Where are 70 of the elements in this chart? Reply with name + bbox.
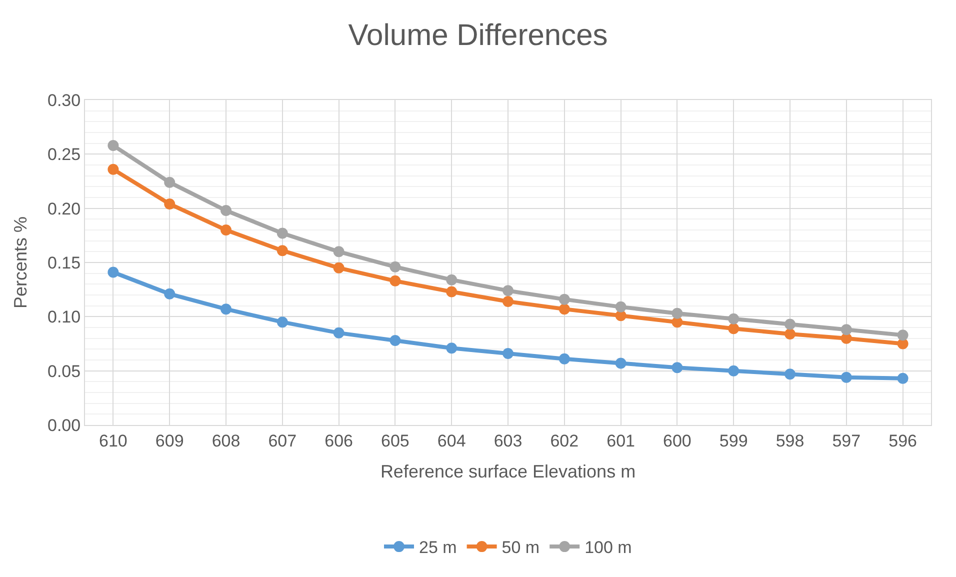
point [390, 335, 401, 346]
point [728, 323, 740, 334]
x-tick-label: 605 [381, 431, 410, 450]
point [164, 198, 176, 210]
y-tick-label: 0.15 [48, 253, 81, 272]
point [108, 266, 119, 278]
chart-title: Volume Differences [348, 19, 608, 52]
x-tick-label: 604 [437, 431, 466, 450]
point [897, 330, 908, 341]
point [333, 327, 344, 338]
x-tick-label: 602 [550, 431, 579, 450]
point [276, 245, 288, 256]
y-tick-label: 0.00 [48, 416, 81, 435]
point [502, 296, 514, 307]
point [333, 246, 344, 258]
point [728, 365, 740, 376]
y-tick-label: 0.30 [48, 90, 81, 110]
point [672, 308, 683, 319]
x-tick-label: 610 [99, 431, 128, 450]
x-tick-label: 597 [832, 431, 861, 450]
x-tick-label: 600 [663, 431, 692, 450]
point [276, 316, 288, 328]
y-tick-label: 0.25 [48, 145, 81, 164]
legend-label: 25 m [419, 538, 457, 558]
legend-label: 100 m [584, 538, 632, 558]
point [502, 285, 514, 296]
point [446, 342, 458, 354]
point [558, 304, 570, 315]
point [390, 275, 401, 286]
point [615, 358, 626, 369]
x-tick-label: 599 [719, 431, 748, 450]
point [220, 205, 232, 216]
x-tick-label: 598 [776, 431, 804, 450]
y-tick-label: 0.20 [48, 199, 81, 218]
point [276, 228, 288, 239]
point [840, 324, 852, 336]
point [108, 140, 119, 151]
x-tick-label: 607 [268, 431, 297, 450]
y-tick-label: 0.05 [48, 362, 81, 381]
point [108, 164, 119, 175]
point [672, 362, 683, 374]
x-tick-label: 596 [888, 431, 917, 450]
y-tick-label: 0.10 [48, 308, 81, 327]
x-tick-label: 603 [494, 431, 522, 450]
point [784, 328, 796, 340]
point [446, 286, 458, 298]
legend-label: 50 m [502, 538, 540, 558]
point [220, 224, 232, 236]
point [333, 262, 344, 274]
point [615, 301, 626, 312]
point [897, 372, 908, 384]
point [502, 348, 514, 359]
point [784, 318, 796, 330]
point [840, 332, 852, 344]
y-axis-title: Percents % [10, 216, 31, 309]
x-tick-label: 606 [324, 431, 353, 450]
x-tick-label: 601 [606, 431, 635, 450]
point [446, 274, 458, 286]
point [220, 304, 232, 315]
point [558, 353, 570, 364]
x-tick-label: 609 [155, 431, 184, 450]
point [784, 368, 796, 380]
point [390, 261, 401, 272]
point [164, 288, 176, 300]
point [728, 313, 740, 324]
point [558, 294, 570, 305]
x-tick-label: 608 [212, 431, 240, 450]
point [164, 176, 176, 188]
x-axis-title: Reference surface Elevations m [380, 462, 636, 482]
point [840, 372, 852, 383]
